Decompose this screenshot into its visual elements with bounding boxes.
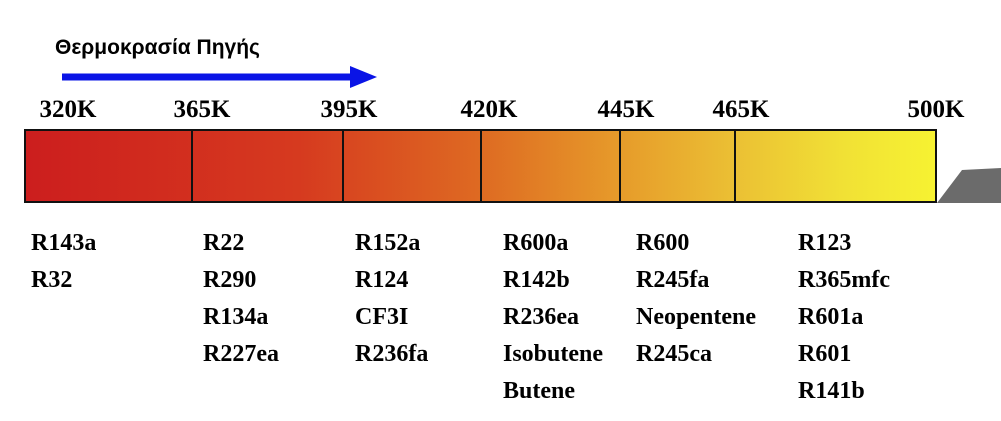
tick-label-395k: 395K xyxy=(320,96,378,123)
bar-divider-465k xyxy=(734,131,736,201)
fluid-item: R152a xyxy=(355,230,421,256)
fluid-item: R600a xyxy=(503,230,569,256)
fluid-item: R245ca xyxy=(636,341,712,367)
fluid-item: R236fa xyxy=(355,341,429,367)
fluid-item: CF3I xyxy=(355,304,409,330)
bar-divider-395k xyxy=(342,131,344,201)
fluid-item: R134a xyxy=(203,304,269,330)
bar-divider-445k xyxy=(619,131,621,201)
fluid-item: R601 xyxy=(798,341,852,367)
tick-label-320k: 320K xyxy=(39,96,97,123)
fluid-item: R22 xyxy=(203,230,245,256)
fluid-column-445k: R600 R245fa Neopentene R245ca xyxy=(636,225,756,373)
fluid-column-465k: R123 R365mfc R601a R601 R141b xyxy=(798,225,890,410)
temperature-gradient-bar xyxy=(24,129,937,203)
fluid-item: R141b xyxy=(798,378,865,404)
fluid-item: R290 xyxy=(203,267,257,293)
fluid-item: R32 xyxy=(31,267,73,293)
fluid-item: R600 xyxy=(636,230,690,256)
tick-label-500k: 500K xyxy=(907,96,965,123)
fluid-item: R143a xyxy=(31,230,97,256)
bar-divider-420k xyxy=(480,131,482,201)
fluid-item: R124 xyxy=(355,267,409,293)
fluid-item: R365mfc xyxy=(798,267,890,293)
fluid-item: Neopentene xyxy=(636,304,756,330)
direction-arrow-icon xyxy=(62,66,377,88)
fluid-item: Butene xyxy=(503,378,575,404)
fluid-column-420k: R600a R142b R236ea Isobutene Butene xyxy=(503,225,603,410)
fluid-column-320k: R143a R32 xyxy=(31,225,96,299)
fluid-column-395k: R152a R124 CF3I R236fa xyxy=(355,225,428,373)
fluid-item: R245fa xyxy=(636,267,710,293)
fluid-item: Isobutene xyxy=(503,341,604,367)
diagram-title: Θερμοκρασία Πηγής xyxy=(55,36,260,59)
fluid-item: R236ea xyxy=(503,304,579,330)
tick-label-420k: 420K xyxy=(460,96,518,123)
fluid-item: R227ea xyxy=(203,341,279,367)
tick-label-445k: 445K xyxy=(597,96,655,123)
fluid-item: R601a xyxy=(798,304,864,330)
fluid-column-365k: R22 R290 R134a R227ea xyxy=(203,225,279,373)
fluid-item: R123 xyxy=(798,230,852,256)
fluid-item: R142b xyxy=(503,267,570,293)
bar-divider-365k xyxy=(191,131,193,201)
tick-label-465k: 465K xyxy=(712,96,770,123)
tick-label-365k: 365K xyxy=(173,96,231,123)
